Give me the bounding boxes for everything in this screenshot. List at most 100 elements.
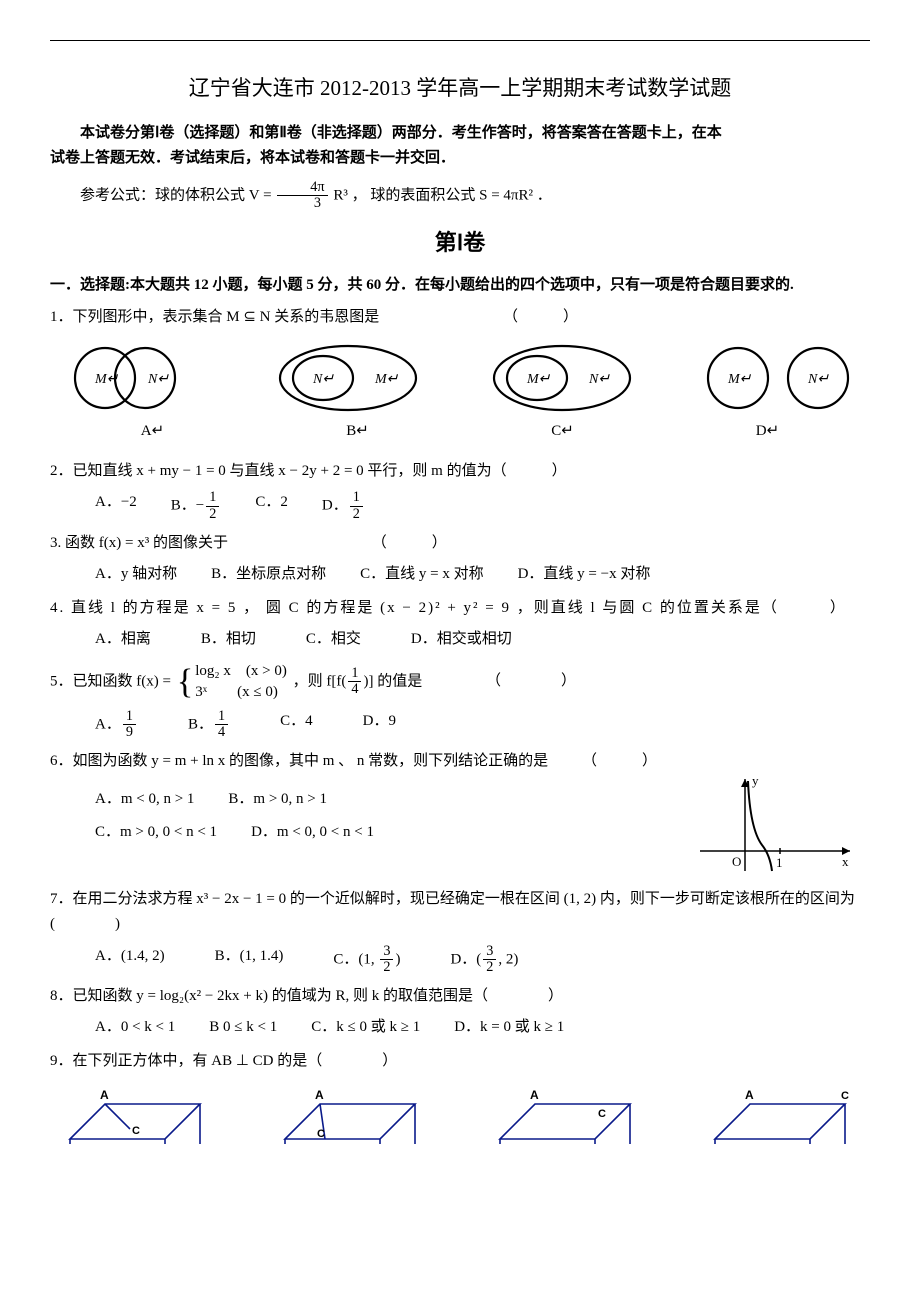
svg-text:A: A <box>745 1088 754 1102</box>
q3-opt-d: D．直线 y = −x 对称 <box>518 562 651 588</box>
question-9: 9．在下列正方体中，有 AB ⊥ CD 的是（ ） <box>50 1049 870 1075</box>
q7-options: A．(1.4, 2) B．(1, 1.4) C．(1, 32) D．(32, 2… <box>50 944 870 976</box>
question-8: 8．已知函数 y = log₂(x² − 2kx + k) 的值域为 R, 则 … <box>50 984 870 1010</box>
q8-opt-d: D．k = 0 或 k ≥ 1 <box>454 1015 564 1041</box>
q3-opt-b: B．坐标原点对称 <box>211 562 326 588</box>
q1-paren: （ ） <box>503 309 578 325</box>
question-5: 5．已知函数 f(x) = { log₂ x (x > 0) 3ˣ (x ≤ 0… <box>50 661 870 703</box>
q5-opt-d: D．9 <box>363 709 396 741</box>
intro-line-1: 本试卷分第Ⅰ卷（选择题）和第Ⅱ卷（非选择题）两部分．考生作答时，将答案答在答题卡… <box>50 121 870 147</box>
question-7: 7．在用二分法求方程 x³ − 2x − 1 = 0 的一个近似解时，现已经确定… <box>50 887 870 938</box>
q1-venn-row: M↵ N↵ N↵ M↵ M↵ N↵ M↵ N↵ <box>50 340 870 415</box>
q2-opt-d: D．12 <box>322 490 365 522</box>
q2-opt-b: B．−12 <box>171 490 222 522</box>
question-6: 6．如图为函数 y = m + ln x 的图像，其中 m 、 n 常数，则下列… <box>50 749 870 881</box>
q3-stem: 3. 函数 f(x) = x³ 的图像关于 <box>50 535 228 551</box>
q6-opt-d: D．m < 0, 0 < n < 1 <box>251 820 374 846</box>
q4-opt-b: B．相切 <box>201 627 256 653</box>
formula-v-lhs: V = <box>249 187 272 203</box>
q1-stem: 1．下列图形中，表示集合 M ⊆ N 关系的韦恩图是 <box>50 309 379 325</box>
question-4: 4. 直线 l 的方程是 x = 5 ， 圆 C 的方程是 (x − 2)² +… <box>50 596 870 622</box>
venn-b: N↵ M↵ <box>263 340 443 415</box>
cube-3: A C <box>480 1084 655 1144</box>
svg-text:N↵: N↵ <box>312 372 334 387</box>
q2-options: A．−2 B．−12 C．2 D．12 <box>50 490 870 522</box>
svg-text:M↵: M↵ <box>727 372 752 387</box>
question-1: 1．下列图形中，表示集合 M ⊆ N 关系的韦恩图是 （ ） <box>50 305 870 331</box>
q2-opt-a: A．−2 <box>95 490 137 522</box>
q4-opt-c: C．相交 <box>306 627 361 653</box>
q5-stem-pre: 5．已知函数 f(x) = <box>50 673 175 689</box>
svg-text:A: A <box>100 1088 109 1102</box>
q7-opt-d: D．(32, 2) <box>450 944 518 976</box>
reference-formula: 参考公式：球的体积公式 V = 4π 3 R³ ， 球的表面积公式 S = 4π… <box>50 180 870 212</box>
q7-opt-a: A．(1.4, 2) <box>95 944 165 976</box>
q6-opt-b: B．m > 0, n > 1 <box>228 787 327 813</box>
svg-text:A: A <box>315 1088 324 1102</box>
q5-stem-post-suf: )] 的值是 <box>363 673 422 689</box>
q3-opt-a: A．y 轴对称 <box>95 562 177 588</box>
svg-text:C: C <box>132 1125 140 1137</box>
formula-v-frac: 4π 3 <box>277 180 327 212</box>
q5-options: A．19 B．14 C．4 D．9 <box>50 709 870 741</box>
venn-label-a: A↵ <box>54 419 251 445</box>
svg-text:y: y <box>752 773 759 788</box>
venn-label-b: B↵ <box>259 419 456 445</box>
venn-c: M↵ N↵ <box>477 340 657 415</box>
venn-label-d: D↵ <box>669 419 866 445</box>
q3-options: A．y 轴对称 B．坐标原点对称 C．直线 y = x 对称 D．直线 y = … <box>50 562 870 588</box>
q7-opt-b: B．(1, 1.4) <box>215 944 284 976</box>
svg-text:M↵: M↵ <box>526 372 551 387</box>
cube-1: A C <box>50 1084 225 1144</box>
q3-opt-c: C．直线 y = x 对称 <box>360 562 483 588</box>
q6-opt-c: C．m > 0, 0 < n < 1 <box>95 820 217 846</box>
q6-options-row2: C．m > 0, 0 < n < 1 D．m < 0, 0 < n < 1 <box>50 820 680 846</box>
q5-opt-a: A．19 <box>95 709 138 741</box>
svg-text:A: A <box>530 1088 539 1102</box>
venn-label-c: C↵ <box>464 419 661 445</box>
svg-text:M↵: M↵ <box>94 372 119 387</box>
section-1-title: 第Ⅰ卷 <box>50 224 870 261</box>
svg-text:1: 1 <box>776 855 783 870</box>
venn-d: M↵ N↵ <box>690 340 870 415</box>
q3-paren: （ ） <box>372 535 447 551</box>
q4-options: A．相离 B．相切 C．相交 D．相交或相切 <box>50 627 870 653</box>
q4-opt-a: A．相离 <box>95 627 151 653</box>
svg-text:C: C <box>317 1128 325 1140</box>
q8-opt-b: B 0 ≤ k < 1 <box>209 1015 277 1041</box>
q6-options-row1: A．m < 0, n > 1 B．m > 0, n > 1 <box>50 787 680 813</box>
svg-text:N↵: N↵ <box>588 372 610 387</box>
q2-opt-c: C．2 <box>255 490 288 522</box>
q8-opt-a: A．0 < k < 1 <box>95 1015 175 1041</box>
cube-2: A C <box>265 1084 440 1144</box>
q9-cubes: A C A C A C A C <box>50 1084 870 1144</box>
q5-paren: （ ） <box>486 673 576 689</box>
svg-text:M↵: M↵ <box>374 372 399 387</box>
svg-text:C: C <box>598 1108 606 1120</box>
q6-figure: y x O 1 <box>690 771 860 881</box>
q5-opt-b: B．14 <box>188 709 230 741</box>
q5-cases: { log₂ x (x > 0) 3ˣ (x ≤ 0) <box>177 661 287 703</box>
svg-text:x: x <box>842 854 849 869</box>
q5-stem-post-pre: ，则 f[f( <box>293 673 347 689</box>
q6-paren: （ ） <box>582 753 657 769</box>
svg-text:N↵: N↵ <box>147 372 169 387</box>
cube-4: A C <box>695 1084 870 1144</box>
q4-opt-d: D．相交或相切 <box>411 627 512 653</box>
q1-venn-labels: A↵ B↵ C↵ D↵ <box>50 419 870 445</box>
q7-opt-c: C．(1, 32) <box>333 944 400 976</box>
q8-opt-c: C．k ≤ 0 或 k ≥ 1 <box>311 1015 420 1041</box>
q6-stem: 6．如图为函数 y = m + ln x 的图像，其中 m 、 n 常数，则下列… <box>50 753 548 769</box>
page-top-rule <box>50 40 870 41</box>
page-title: 辽宁省大连市 2012-2013 学年高一上学期期末考试数学试题 <box>50 71 870 107</box>
svg-text:C: C <box>841 1090 849 1102</box>
part-1-heading: 一．选择题:本大题共 12 小题，每小题 5 分，共 60 分．在每小题给出的四… <box>50 273 870 299</box>
question-3: 3. 函数 f(x) = x³ 的图像关于 （ ） <box>50 531 870 557</box>
q8-options: A．0 < k < 1 B 0 ≤ k < 1 C．k ≤ 0 或 k ≥ 1 … <box>50 1015 870 1041</box>
svg-text:O: O <box>732 854 741 869</box>
q6-opt-a: A．m < 0, n > 1 <box>95 787 194 813</box>
svg-text:N↵: N↵ <box>807 372 829 387</box>
venn-a: M↵ N↵ <box>50 340 230 415</box>
formula-label: 参考公式：球的体积公式 <box>80 187 245 203</box>
formula-v-rhs: R³ ， 球的表面积公式 S = 4πR² ． <box>333 187 551 203</box>
